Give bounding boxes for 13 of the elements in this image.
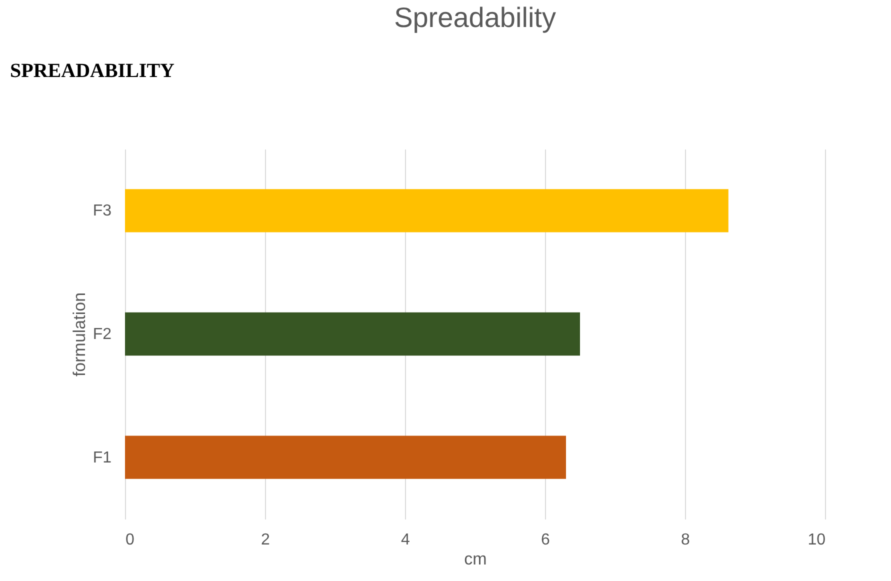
x-tick-label: 2 — [261, 532, 270, 548]
x-tick-label: 6 — [541, 532, 550, 548]
x-tick-label: 4 — [401, 532, 410, 548]
x-axis-title: cm — [464, 550, 487, 568]
y-axis-title: formulation — [70, 292, 89, 377]
y-tick-label: F1 — [92, 449, 112, 466]
y-tick-label: F2 — [92, 326, 112, 343]
x-tick-label: 0 — [126, 532, 134, 548]
text: SPREADABILITY — [10, 60, 176, 82]
y-tick-label: F3 — [92, 202, 112, 220]
chart-title: Spreadability — [394, 2, 556, 33]
x-tick-label: 8 — [681, 532, 690, 548]
x-tick-label: 10 — [808, 532, 826, 548]
